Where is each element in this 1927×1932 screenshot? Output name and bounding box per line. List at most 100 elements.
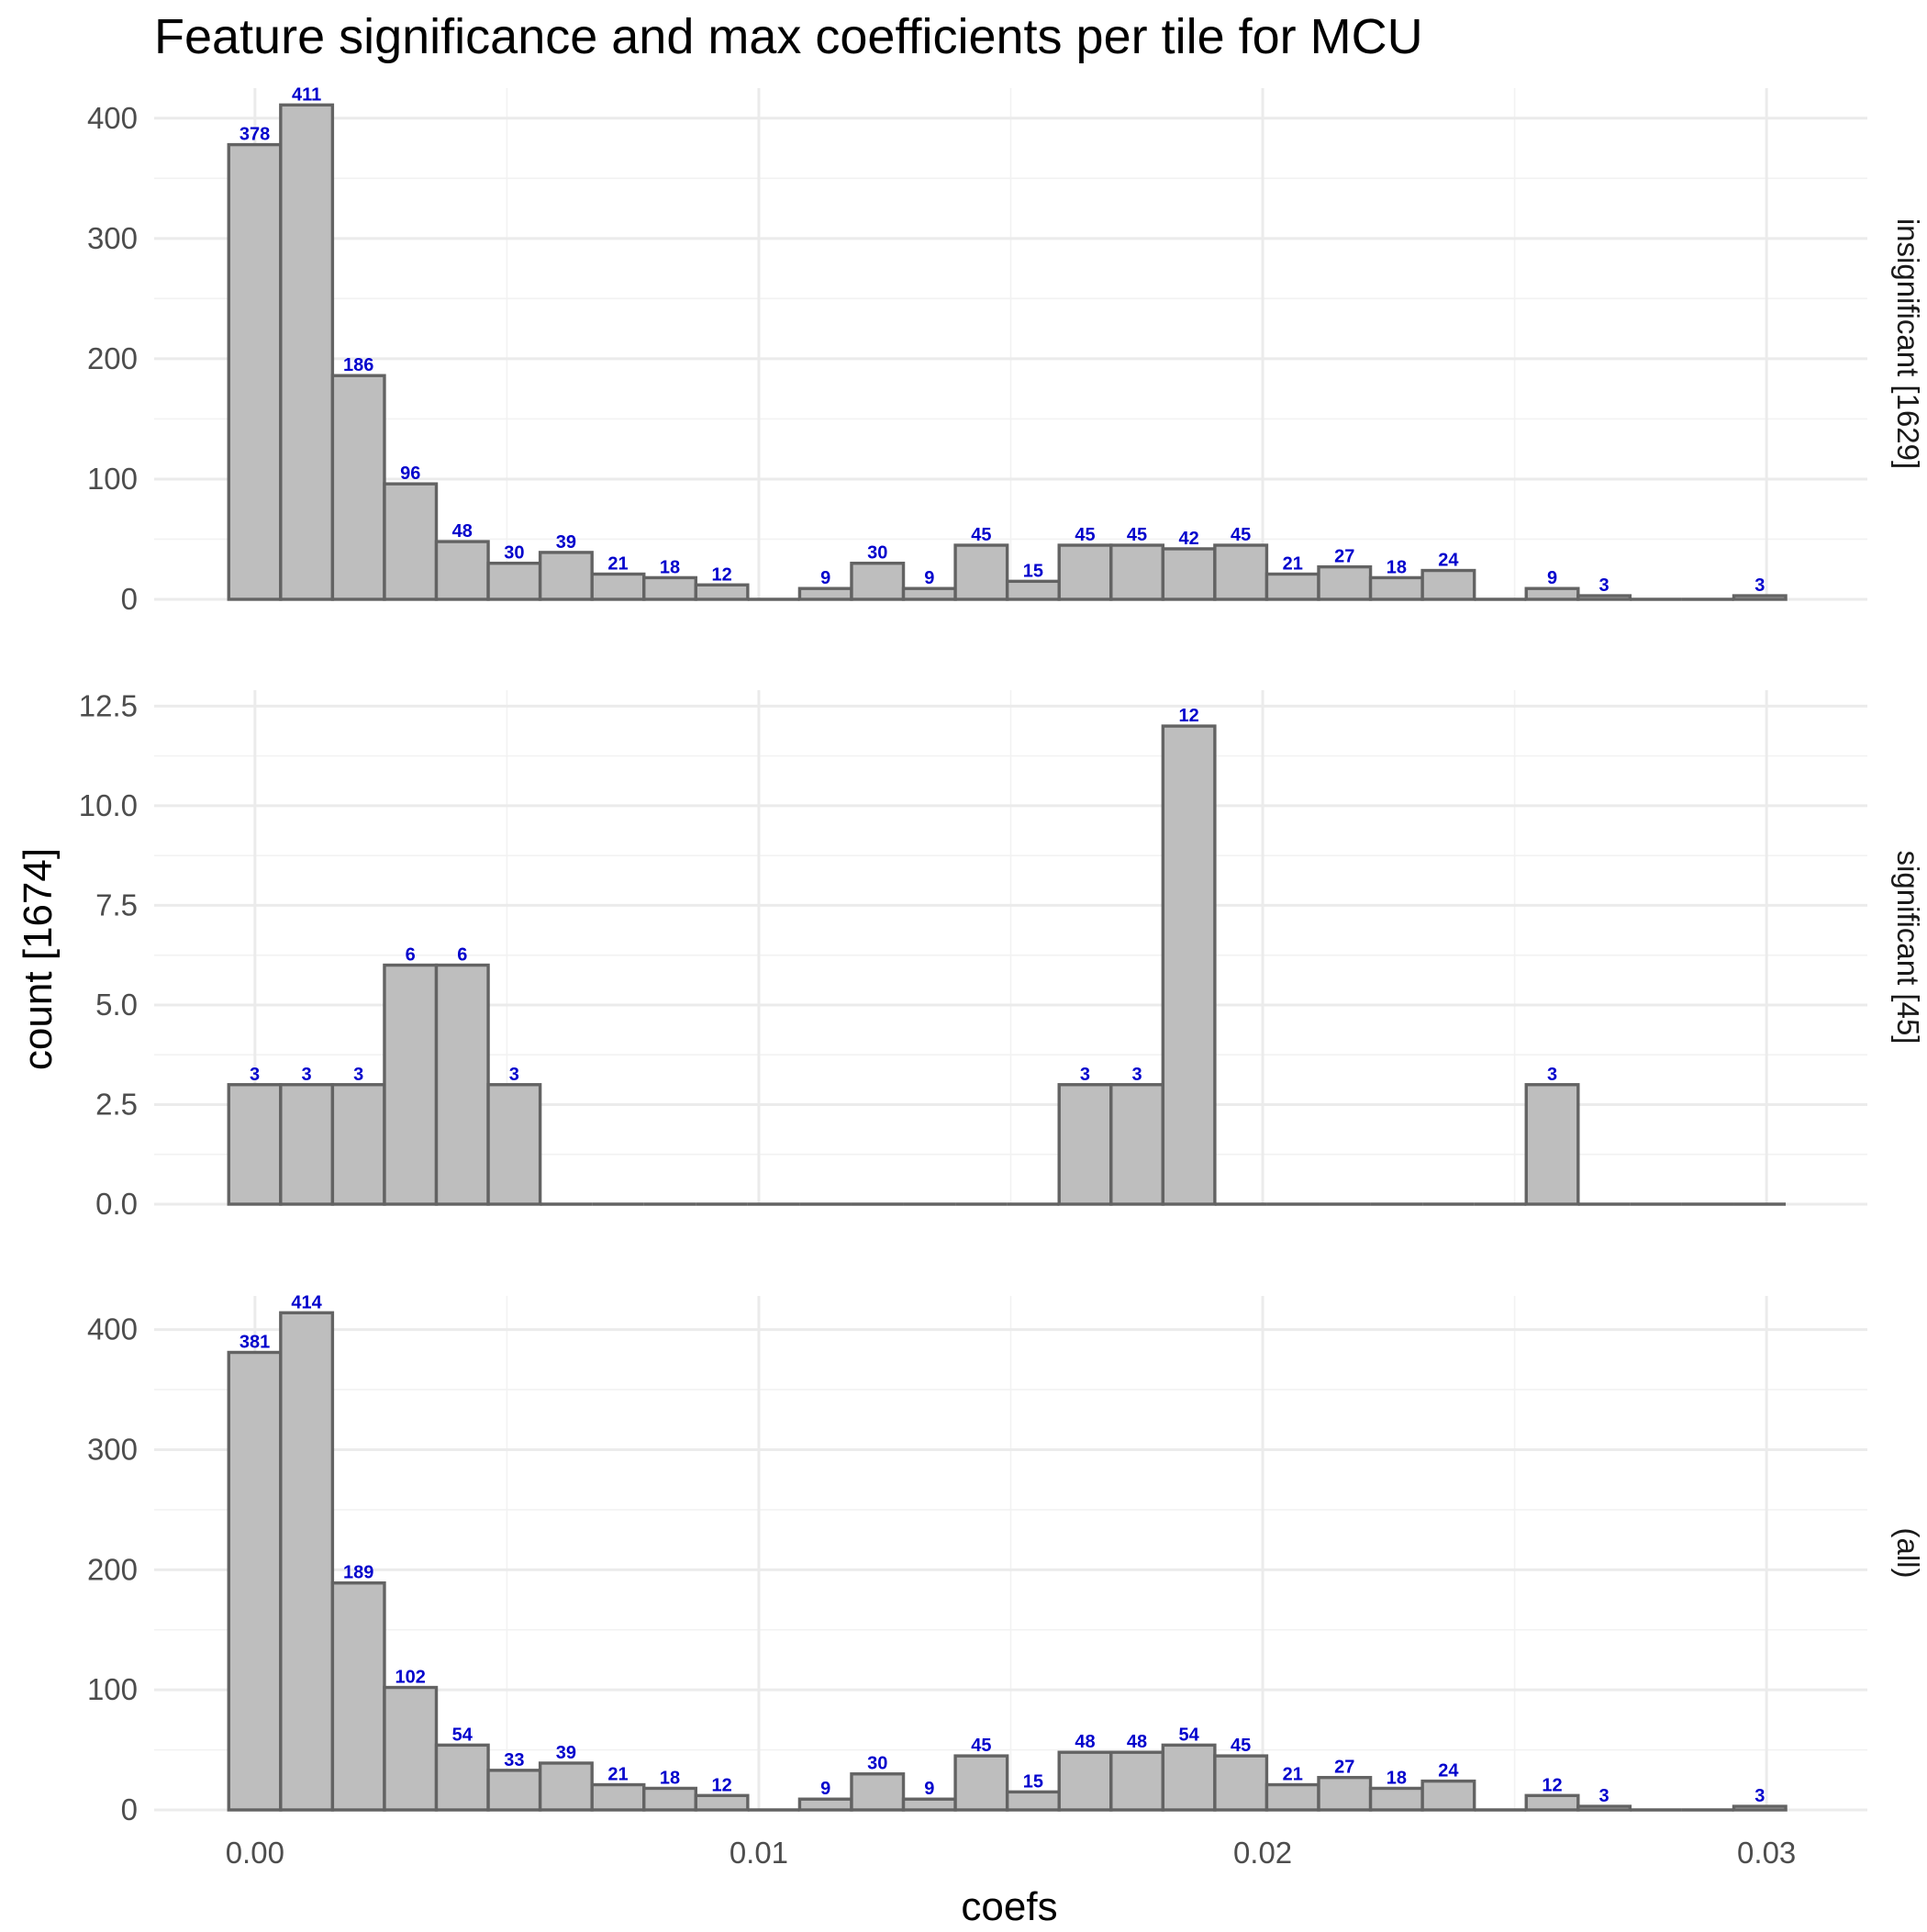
histogram-bar: [694, 1793, 750, 1812]
x-tick-label: 0.01: [730, 1836, 788, 1870]
histogram-bar: [1213, 1754, 1269, 1812]
x-tick-label: 0.02: [1233, 1836, 1292, 1870]
bar-value-label: 39: [556, 1743, 576, 1763]
x-tick-label: 0.03: [1737, 1836, 1796, 1870]
histogram-bar: [486, 561, 542, 601]
bar-value-label: 30: [867, 1754, 887, 1774]
histogram-bar: [1057, 543, 1113, 601]
bar-value-label: 189: [343, 1563, 373, 1583]
histogram-bar: [1161, 724, 1217, 1206]
histogram-bar: [383, 963, 439, 1206]
histogram-bar: [1005, 1790, 1061, 1812]
bar-value-label: 3: [1080, 1065, 1090, 1085]
bar-value-label: 12: [1542, 1775, 1562, 1795]
histogram-bar: [1317, 1775, 1373, 1812]
y-tick-label: 7.5: [95, 888, 138, 921]
bar-value-label: 54: [1178, 1725, 1199, 1745]
x-tick-label: 0.00: [226, 1836, 284, 1870]
y-tick-label: 0.0: [95, 1187, 138, 1221]
bar-value-label: 21: [1283, 553, 1303, 574]
bar-value-label: 18: [660, 1768, 680, 1788]
histogram-bar: [1420, 568, 1476, 601]
histogram-bar: [434, 963, 490, 1206]
bar-value-label: 3: [1547, 1065, 1557, 1085]
histogram-bar: [227, 1350, 283, 1812]
bar-value-label: 45: [1075, 525, 1095, 545]
bar-value-label: 45: [1231, 525, 1251, 545]
bar-value-label: 39: [556, 532, 576, 553]
bar-value-label: 9: [820, 568, 830, 588]
bar-value-label: 45: [1231, 1736, 1251, 1756]
y-tick-label: 12.5: [79, 688, 138, 722]
histogram-bar: [642, 575, 698, 601]
histogram-bar: [279, 103, 335, 601]
bar-value-label: 48: [452, 521, 473, 542]
bar-value-label: 48: [1127, 1732, 1147, 1752]
bar-value-label: 102: [395, 1668, 426, 1688]
y-tick-label: 100: [87, 1672, 138, 1706]
bar-value-label: 24: [1438, 1761, 1459, 1781]
bar-value-label: 9: [924, 1779, 934, 1799]
histogram-bar: [1368, 1786, 1424, 1812]
histogram-bar: [330, 374, 386, 601]
histogram-bar: [1264, 572, 1320, 601]
facet-strip-label: significant [45]: [1891, 851, 1925, 1044]
bar-value-label: 3: [1599, 575, 1610, 596]
histogram-bar: [797, 1797, 853, 1812]
histogram-bar: [953, 1754, 1009, 1812]
histogram-bar: [797, 586, 853, 601]
histogram-bar: [1576, 1804, 1632, 1812]
bar-value-label: 3: [1131, 1065, 1142, 1085]
histogram-bar: [330, 1581, 386, 1812]
histogram-bar: [1005, 579, 1061, 601]
histogram-bar: [850, 1772, 906, 1812]
bar-value-label: 9: [1547, 568, 1557, 588]
histogram-bar: [1109, 1750, 1165, 1812]
histogram-bar: [1109, 1083, 1165, 1206]
y-axis-label: count [1674]: [16, 848, 61, 1070]
histogram-bar: [1109, 543, 1165, 601]
bar-value-label: 45: [1127, 525, 1147, 545]
histogram-bar: [1057, 1750, 1113, 1812]
histogram-bar: [590, 572, 646, 601]
bar-value-label: 18: [660, 557, 680, 577]
bar-value-label: 18: [1387, 1768, 1407, 1788]
histogram-bar: [486, 1769, 542, 1812]
bar-value-label: 12: [711, 564, 731, 585]
histogram-bar: [1264, 1782, 1320, 1812]
histogram-bar: [953, 543, 1009, 601]
bar-value-label: 12: [711, 1775, 731, 1795]
histogram-bar: [279, 1311, 335, 1812]
bar-value-label: 411: [292, 84, 321, 105]
y-tick-label: 0: [121, 582, 138, 616]
histogram-bar: [642, 1786, 698, 1812]
facet-strip-label: (all): [1891, 1528, 1925, 1579]
y-tick-label: 10.0: [79, 788, 138, 822]
bar-value-label: 21: [607, 553, 628, 574]
bar-value-label: 15: [1023, 561, 1043, 581]
y-tick-label: 400: [87, 101, 138, 135]
histogram-bar: [1213, 543, 1269, 601]
histogram-bar: [850, 561, 906, 601]
y-tick-label: 100: [87, 462, 138, 496]
bar-value-label: 21: [1283, 1765, 1303, 1785]
bar-value-label: 45: [971, 525, 991, 545]
histogram-bar: [1420, 1779, 1476, 1812]
bar-value-label: 9: [924, 568, 934, 588]
bar-value-label: 48: [1075, 1732, 1095, 1752]
y-tick-label: 300: [87, 1432, 138, 1466]
bars-group: 3 3 3 6 6 3 3 3 12 3: [227, 706, 1787, 1206]
bar-value-label: 30: [867, 543, 887, 564]
histogram-bar: [1368, 575, 1424, 601]
histogram-bar: [330, 1083, 386, 1206]
histogram-bar: [1576, 594, 1632, 601]
histogram-bar: [1732, 594, 1788, 601]
facet-panel: 0.0 2.5 5.0 7.5 10.0 12.5 3 3 3 6 6 3 3 3 12 3 significa…: [79, 688, 1925, 1221]
bar-value-label: 3: [1754, 575, 1765, 596]
bar-value-label: 18: [1387, 557, 1407, 577]
bar-value-label: 33: [504, 1750, 524, 1770]
